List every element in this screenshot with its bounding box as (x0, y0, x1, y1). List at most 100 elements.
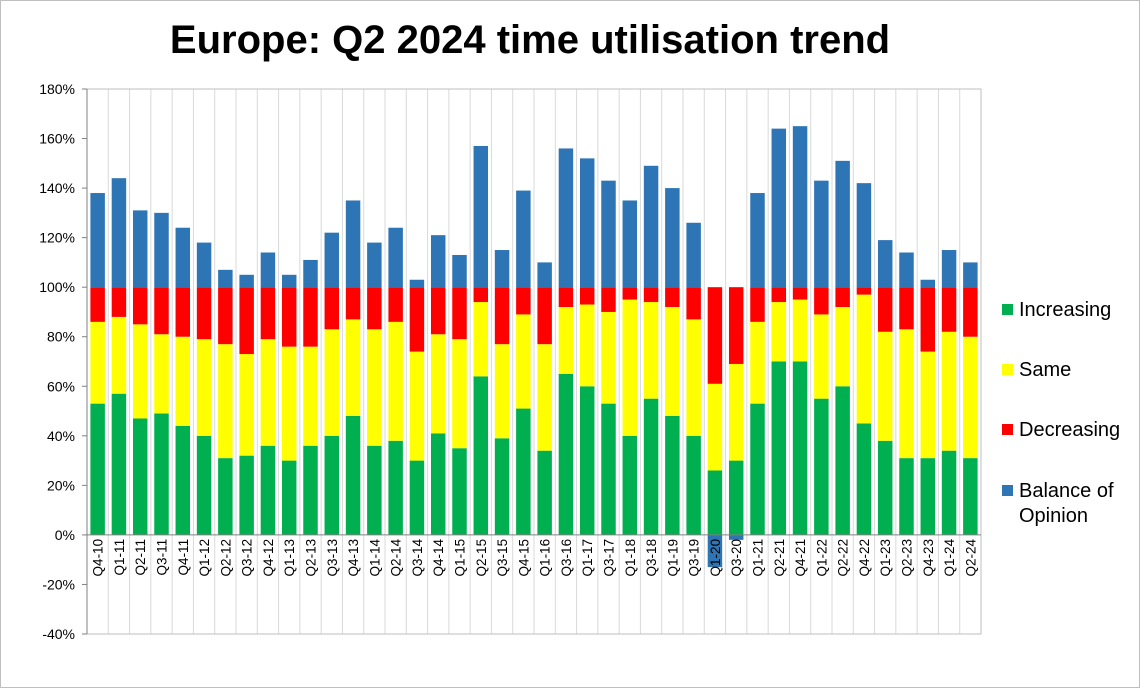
x-tick-label: Q3-19 (687, 539, 702, 577)
bar-increasing (558, 373, 574, 535)
bar-same (175, 336, 191, 426)
bar-same (558, 307, 574, 374)
bar-decreasing (941, 287, 957, 332)
x-tick-label: Q2-21 (772, 539, 787, 577)
x-tick-label: Q2-14 (389, 538, 404, 576)
bar-balance-of-opinion (430, 235, 446, 288)
x-tick-label: Q3-12 (240, 539, 255, 577)
bar-same (707, 383, 723, 471)
bar-balance-of-opinion (281, 274, 297, 288)
x-tick-label: Q1-22 (814, 539, 829, 577)
legend-swatch-balance-of-opinion (1002, 485, 1013, 496)
bar-increasing (579, 386, 595, 535)
bar-increasing (281, 460, 297, 535)
bar-same (516, 314, 531, 409)
x-tick-label: Q2-24 (963, 538, 978, 576)
bar-increasing (494, 438, 510, 535)
bar-same (473, 302, 489, 377)
x-tick-label: Q1-23 (878, 539, 893, 577)
y-axis-ticks: -40% -20% 0% 20% 40% 60% 80% 100% 120% 140% 160% 18… (39, 81, 87, 642)
bar-same (260, 339, 276, 446)
bar-increasing (643, 398, 659, 535)
bar-balance-of-opinion (643, 165, 659, 288)
bar-increasing (877, 440, 893, 535)
legend-swatch-increasing (1002, 304, 1013, 315)
bar-same (154, 334, 169, 414)
bar-decreasing (132, 287, 148, 325)
x-tick-label: Q1-13 (282, 539, 297, 577)
bar-same (835, 307, 850, 387)
legend: Increasing Same Decreasing Balance of Opinio… (1002, 299, 1120, 527)
bar-increasing (175, 425, 191, 535)
x-tick-label: Q3-14 (410, 538, 425, 576)
bar-decreasing (686, 287, 701, 320)
x-tick-label: Q4-21 (793, 539, 808, 577)
x-axis-ticks: Q4-10 Q1-11 Q2-11 Q3-11 Q4-11 Q1-12 Q2-12 Q3-12… (91, 538, 979, 576)
bar-same (239, 354, 254, 456)
x-tick-label: Q2-23 (900, 539, 915, 577)
bar-balance-of-opinion (750, 193, 765, 288)
bar-balance-of-opinion (367, 242, 382, 288)
bar-decreasing (579, 287, 595, 305)
bar-same (963, 336, 978, 459)
bar-increasing (622, 435, 638, 535)
x-tick-label: Q2-22 (836, 539, 851, 577)
bar-decreasing (409, 287, 425, 352)
bar-balance-of-opinion (218, 269, 233, 288)
bar-balance-of-opinion (920, 279, 936, 288)
x-tick-label: Q1-15 (453, 539, 468, 577)
x-tick-label: Q1-24 (942, 538, 957, 576)
y-tick-label: 180% (39, 81, 75, 97)
x-tick-label: Q4-12 (261, 539, 276, 577)
bar-decreasing (452, 287, 467, 340)
bar-same (303, 346, 318, 446)
bar-same (856, 294, 872, 424)
bar-balance-of-opinion (345, 200, 361, 288)
x-tick-label: Q1-21 (751, 539, 766, 577)
bar-decreasing (388, 287, 403, 322)
bar-decreasing (345, 287, 361, 320)
x-tick-label: Q1-14 (367, 538, 382, 576)
x-tick-label: Q4-15 (516, 539, 531, 577)
bar-same (388, 321, 403, 441)
bar-balance-of-opinion (452, 254, 467, 288)
bar-balance-of-opinion (579, 158, 595, 288)
bar-decreasing (814, 287, 829, 315)
bar-balance-of-opinion (303, 259, 318, 288)
bar-decreasing (643, 287, 659, 303)
x-tick-label: Q1-17 (580, 539, 595, 577)
bar-balance-of-opinion (899, 252, 914, 288)
bar-same (218, 344, 233, 459)
bar-balance-of-opinion (132, 210, 148, 288)
bar-decreasing (750, 287, 765, 322)
bar-decreasing (260, 287, 276, 340)
bar-balance-of-opinion (537, 262, 552, 288)
bar-decreasing (920, 287, 936, 352)
x-tick-label: Q2-15 (474, 539, 489, 577)
bar-same (452, 339, 467, 449)
bar-balance-of-opinion (814, 180, 829, 288)
legend-label-decreasing: Decreasing (1019, 419, 1120, 441)
bar-balance-of-opinion (686, 222, 701, 288)
x-tick-label: Q3-15 (495, 539, 510, 577)
bar-balance-of-opinion (494, 250, 510, 288)
bar-same (814, 314, 829, 399)
bar-increasing (835, 386, 850, 535)
bar-decreasing (324, 287, 340, 330)
x-tick-label: Q3-18 (644, 539, 659, 577)
bar-balance-of-opinion (111, 178, 127, 288)
bar-increasing (218, 458, 233, 535)
bar-increasing (90, 403, 105, 535)
bar-same (941, 331, 957, 451)
x-tick-label: Q4-22 (857, 539, 872, 577)
bar-increasing (792, 361, 808, 535)
x-tick-label: Q4-23 (921, 539, 936, 577)
bar-increasing (941, 450, 957, 535)
x-tick-label: Q1-11 (112, 539, 127, 576)
x-tick-label: Q2-13 (304, 539, 319, 577)
bar-increasing (473, 376, 489, 535)
x-tick-label: Q2-11 (133, 539, 148, 576)
bar-balance-of-opinion (707, 534, 723, 568)
legend-label-balance-of-opinion: Balance of (1019, 480, 1114, 502)
bar-increasing (728, 460, 744, 535)
